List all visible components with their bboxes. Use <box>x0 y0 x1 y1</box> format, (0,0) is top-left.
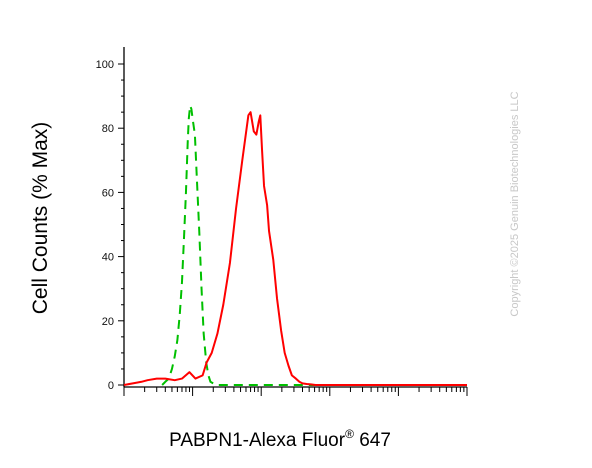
y-tick-label: 100 <box>96 59 114 71</box>
x-axis-label: PABPN1-Alexa Fluor® 647 <box>169 427 391 451</box>
x-axis-label-suffix: 647 <box>354 430 391 451</box>
y-axis-label: Cell Counts (% Max) <box>29 122 52 315</box>
y-tick-label: 80 <box>102 123 114 135</box>
y-tick-label: 60 <box>102 187 114 199</box>
x-ticks <box>123 387 468 396</box>
x-axis-label-main: PABPN1-Alexa Fluor <box>169 430 346 451</box>
series-line-2 <box>123 111 467 386</box>
y-tick-label: 20 <box>102 316 114 328</box>
series-line-1 <box>161 104 467 386</box>
axes: 0 20 40 60 80 100 <box>96 47 468 396</box>
y-ticks: 0 20 40 60 80 100 <box>96 59 124 392</box>
y-tick-label: 0 <box>108 380 114 392</box>
copyright-watermark: Copyright ©2025 Genuin Biotechnologies L… <box>509 91 521 316</box>
series-layer <box>123 104 467 386</box>
x-axis-label-superscript: ® <box>345 427 354 441</box>
y-tick-label: 40 <box>102 252 114 264</box>
